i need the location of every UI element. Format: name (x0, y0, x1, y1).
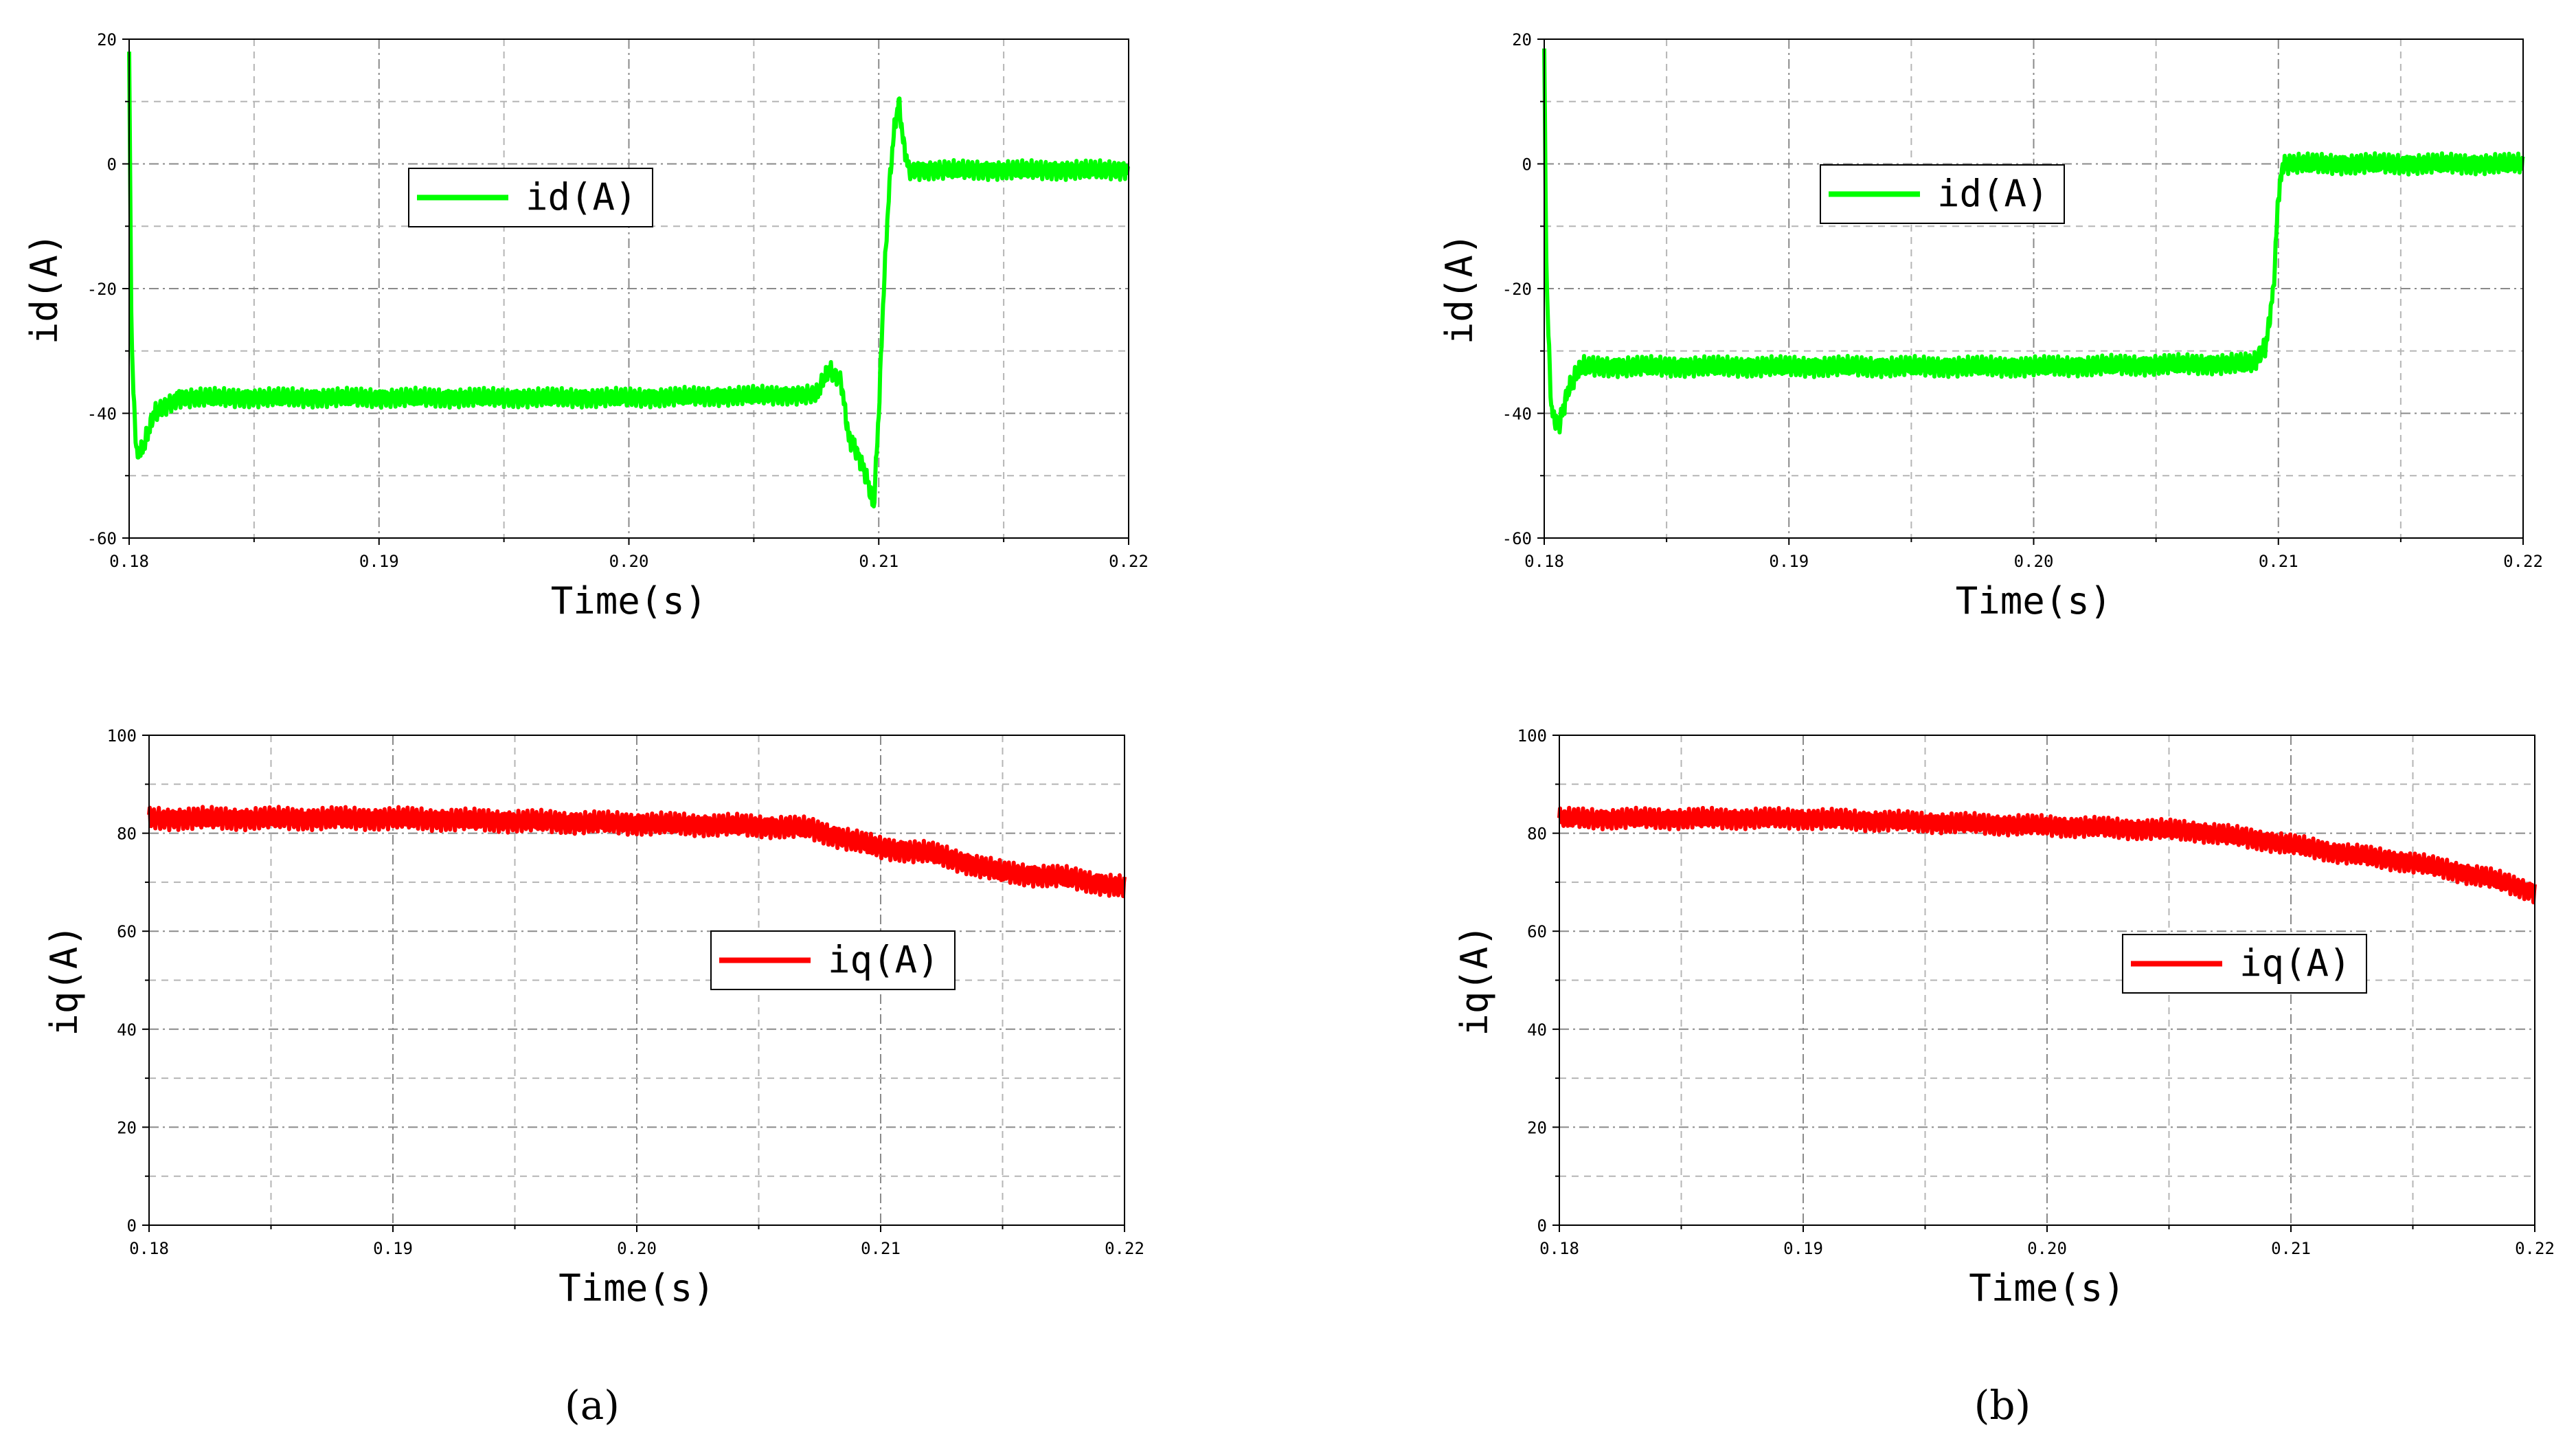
y-tick-label: 20 (1512, 30, 1532, 49)
y-tick-label: 0 (107, 155, 117, 175)
y-tick-label: 60 (1527, 922, 1547, 941)
x-tick-label: 0.22 (2503, 552, 2543, 571)
x-tick-label: 0.20 (2027, 1239, 2067, 1258)
x-tick-label: 0.18 (1539, 1239, 1579, 1258)
x-tick-label: 0.18 (129, 1239, 169, 1258)
y-tick-label: 20 (1527, 1118, 1547, 1137)
legend-b-id: id(A) (1820, 164, 2065, 224)
plot-a-iq: 0.18 0.19 0.20 0.21 0.22 0 20 40 60 80 100 Time(s… (43, 726, 1144, 1310)
y-tick-label: 80 (117, 825, 137, 844)
x-tick-label: 0.20 (2014, 552, 2054, 571)
y-ticks-b-iq: 0 20 40 60 80 100 (1517, 726, 1559, 1235)
legend-label-b-iq: iq(A) (2239, 942, 2351, 985)
x-tick-label: 0.21 (2259, 552, 2298, 571)
y-ticks-b-id: -60 -40 -20 0 20 (1502, 30, 1544, 548)
series-line-a_id (127, 52, 1130, 508)
x-tick-label: 0.21 (859, 552, 899, 571)
y-axis-title-b-iq: iq(A) (1453, 924, 1496, 1036)
series-line-b_iq (1557, 805, 2537, 905)
plot-b-iq: 0.18 0.19 0.20 0.21 0.22 0 20 40 60 80 100 Time(s… (1453, 726, 2555, 1310)
y-tick-label: -60 (1502, 529, 1532, 548)
y-tick-label: 40 (117, 1020, 137, 1040)
x-tick-label: 0.21 (2271, 1239, 2311, 1258)
y-axis-title-a-iq: iq(A) (43, 924, 86, 1036)
y-tick-label: -20 (1502, 280, 1532, 299)
y-axis-title-a-id: id(A) (23, 233, 66, 345)
x-axis-title-a-id: Time(s) (551, 579, 708, 623)
x-ticks-a-iq: 0.18 0.19 0.20 0.21 0.22 (129, 1225, 1144, 1258)
x-axis-title-b-iq: Time(s) (1969, 1266, 2125, 1310)
x-ticks-a-id: 0.18 0.19 0.20 0.21 0.22 (109, 538, 1149, 571)
legend-label-a-iq: iq(A) (828, 939, 940, 982)
legend-label-b-id: id(A) (1937, 172, 2049, 216)
y-tick-label: -60 (87, 529, 117, 548)
caption-b: (b) (1974, 1382, 2031, 1429)
x-tick-label: 0.21 (861, 1239, 901, 1258)
x-tick-label: 0.19 (1769, 552, 1809, 571)
y-tick-label: 0 (1537, 1216, 1547, 1235)
legend-a-iq: iq(A) (710, 930, 956, 990)
x-tick-label: 0.19 (359, 552, 399, 571)
plot-a-id: 0.18 0.19 0.20 0.21 0.22 -60 -40 -20 0 20 Time(s… (23, 30, 1149, 623)
x-axis-title-a-iq: Time(s) (558, 1266, 715, 1310)
legend-a-id: id(A) (408, 168, 653, 227)
x-tick-label: 0.22 (2515, 1239, 2555, 1258)
series-line-a_iq (147, 805, 1127, 899)
y-tick-label: -40 (87, 405, 117, 424)
series-a-id (127, 52, 1130, 508)
x-tick-label: 0.22 (1105, 1239, 1144, 1258)
plot-b-id: 0.18 0.19 0.20 0.21 0.22 -60 -40 -20 0 20 Time(s… (1438, 30, 2543, 623)
grid-b-id (1544, 39, 2523, 538)
y-tick-label: 0 (1522, 155, 1532, 175)
x-tick-label: 0.19 (373, 1239, 413, 1258)
y-tick-label: 100 (1517, 726, 1547, 746)
grid-a-iq (149, 735, 1125, 1225)
y-tick-label: 20 (117, 1118, 137, 1137)
y-ticks-a-id: -60 -40 -20 0 20 (87, 30, 129, 548)
x-tick-label: 0.20 (617, 1239, 657, 1258)
x-tick-label: 0.22 (1109, 552, 1149, 571)
y-tick-label: 60 (117, 922, 137, 941)
y-tick-label: 80 (1527, 825, 1547, 844)
y-tick-label: -40 (1502, 405, 1532, 424)
series-b-id (1542, 48, 2525, 435)
x-ticks-b-id: 0.18 0.19 0.20 0.21 0.22 (1524, 538, 2543, 571)
grid-b-iq (1559, 735, 2535, 1225)
y-ticks-a-iq: 0 20 40 60 80 100 (107, 726, 149, 1235)
series-a-iq (147, 805, 1127, 899)
x-tick-label: 0.20 (609, 552, 649, 571)
grid-a-id (129, 39, 1129, 538)
series-line-b_id (1542, 48, 2525, 435)
caption-a: (a) (565, 1382, 620, 1429)
x-tick-label: 0.18 (1524, 552, 1564, 571)
y-tick-label: 40 (1527, 1020, 1547, 1040)
x-axis-title-b-id: Time(s) (1956, 579, 2112, 623)
y-tick-label: -20 (87, 280, 117, 299)
y-tick-label: 20 (97, 30, 117, 49)
y-axis-title-b-id: id(A) (1438, 233, 1481, 345)
y-tick-label: 100 (107, 726, 137, 746)
y-tick-label: 0 (127, 1216, 137, 1235)
legend-b-iq: iq(A) (2122, 934, 2367, 994)
series-b-iq (1557, 805, 2537, 905)
x-ticks-b-iq: 0.18 0.19 0.20 0.21 0.22 (1539, 1225, 2555, 1258)
legend-label-a-id: id(A) (526, 176, 637, 219)
x-tick-label: 0.18 (109, 552, 149, 571)
x-tick-label: 0.19 (1783, 1239, 1823, 1258)
